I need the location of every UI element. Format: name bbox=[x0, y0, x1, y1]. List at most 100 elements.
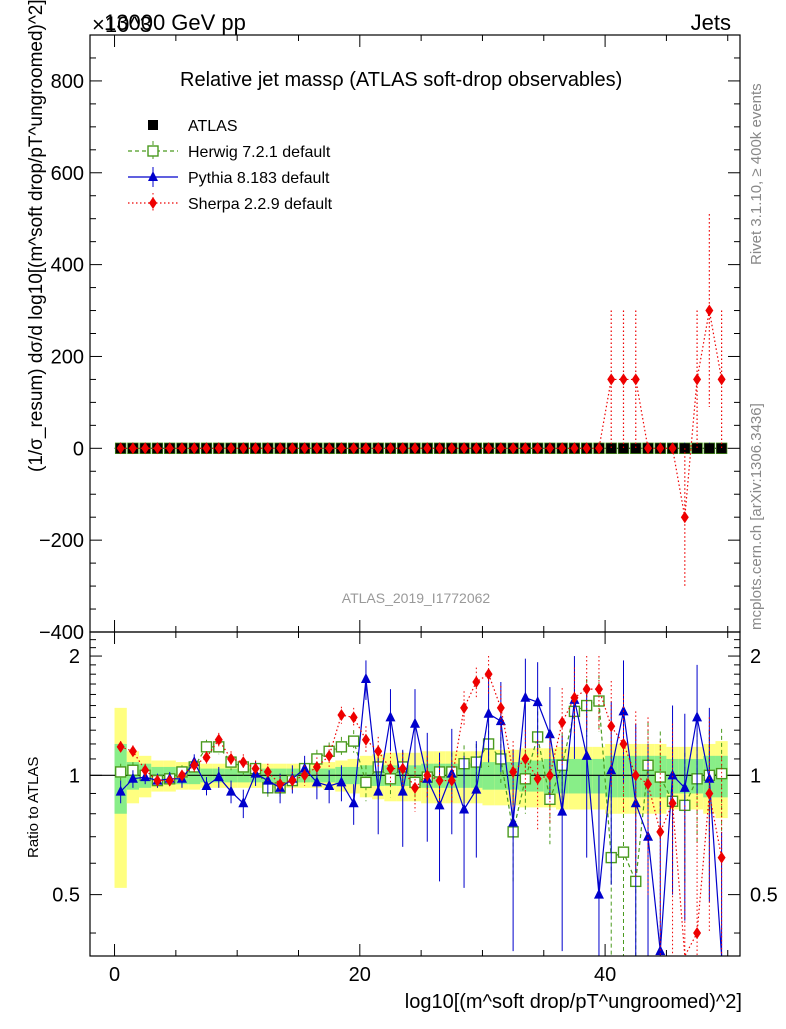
main-title: Relative jet massρ (ATLAS soft-drop obse… bbox=[180, 69, 622, 91]
ratio-point bbox=[447, 774, 456, 787]
ratio-point bbox=[570, 691, 579, 704]
data-marks bbox=[90, 214, 740, 959]
sherpa-point bbox=[374, 442, 383, 455]
ratio-point bbox=[251, 762, 260, 775]
sherpa-point bbox=[227, 442, 236, 455]
ratio-y-tick-label: 2 bbox=[750, 646, 761, 668]
ratio-point bbox=[558, 716, 567, 729]
ratio-point bbox=[533, 772, 542, 785]
main-y-tick-label: 200 bbox=[51, 346, 84, 368]
atlas-point bbox=[704, 443, 715, 454]
sherpa-point bbox=[619, 373, 628, 386]
ratio-point bbox=[495, 715, 506, 726]
ratio-y-tick-label: 2 bbox=[69, 646, 80, 668]
sherpa-point bbox=[668, 442, 677, 455]
ratio-point bbox=[360, 776, 372, 789]
ratio-y-tick-label: 0.5 bbox=[750, 885, 778, 907]
ratio-point bbox=[460, 701, 469, 714]
sherpa-point bbox=[435, 442, 444, 455]
ratio-point bbox=[276, 778, 285, 791]
legend-marker bbox=[148, 171, 158, 181]
ratio-point bbox=[299, 762, 310, 773]
atlas-point bbox=[618, 443, 629, 454]
uncertainty-band-inner bbox=[568, 758, 581, 794]
ratio-point bbox=[312, 760, 321, 773]
main-y-tick-label: 400 bbox=[51, 255, 84, 277]
sherpa-point bbox=[190, 442, 199, 455]
ratio-point bbox=[644, 778, 653, 791]
sherpa-point bbox=[263, 442, 272, 455]
ratio-point bbox=[544, 728, 555, 739]
mcplots-label: mcplots.cern.ch [arXiv:1306.3436] bbox=[748, 403, 765, 630]
ratio-point bbox=[153, 774, 162, 787]
ratio-point bbox=[300, 769, 309, 782]
sherpa-point bbox=[717, 373, 726, 386]
sherpa-point bbox=[693, 373, 702, 386]
ratio-point bbox=[127, 772, 138, 783]
main-y-tick-label: 800 bbox=[51, 71, 84, 93]
ratio-point bbox=[213, 771, 224, 782]
sherpa-point bbox=[582, 442, 591, 455]
legend-label: Herwig 7.2.1 default bbox=[188, 144, 331, 161]
sherpa-point bbox=[411, 442, 419, 455]
sherpa-point bbox=[128, 442, 137, 455]
process-label: Jets bbox=[691, 10, 731, 35]
ratio-point bbox=[521, 752, 530, 765]
sherpa-point bbox=[705, 304, 714, 317]
legend-marker bbox=[147, 145, 159, 157]
ratio-point bbox=[423, 769, 432, 782]
sherpa-point bbox=[460, 442, 469, 455]
ratio-point bbox=[114, 766, 127, 778]
main-y-tick-label: −400 bbox=[39, 622, 84, 644]
ratio-point bbox=[679, 781, 690, 792]
sherpa-point bbox=[202, 442, 211, 455]
sherpa-point bbox=[398, 442, 407, 455]
main-y-tick-label: 600 bbox=[51, 163, 84, 185]
ratio-point bbox=[374, 745, 383, 758]
ratio-point bbox=[397, 785, 408, 796]
ratio-point bbox=[384, 773, 397, 785]
ratio-point bbox=[202, 751, 211, 764]
ratio-point bbox=[668, 797, 677, 810]
ratio-point bbox=[667, 769, 678, 780]
ratio-point bbox=[347, 735, 360, 747]
ratio-point bbox=[116, 740, 125, 753]
ratio-point bbox=[201, 779, 212, 790]
ratio-point bbox=[190, 759, 199, 772]
ratio-point bbox=[459, 803, 470, 814]
ratio-point bbox=[557, 805, 568, 816]
ratio-point bbox=[262, 774, 273, 785]
sherpa-point bbox=[447, 442, 456, 455]
ratio-point bbox=[385, 711, 396, 722]
legend-label: Sherpa 2.2.9 default bbox=[188, 196, 333, 213]
sherpa-point bbox=[423, 442, 432, 455]
watermark: ATLAS_2019_I1772062 bbox=[342, 590, 491, 606]
rivet-label: Rivet 3.1.10, ≥ 400k events bbox=[748, 83, 765, 265]
ratio-point bbox=[705, 787, 714, 800]
ratio-point bbox=[618, 705, 629, 716]
ratio-point bbox=[520, 691, 531, 702]
ratio-point bbox=[360, 673, 371, 684]
ratio-point bbox=[508, 816, 519, 827]
ratio-point bbox=[594, 683, 603, 696]
main-y-axis-label: (1/σ_resum) dσ/d log10[(m^soft drop/pT^u… bbox=[26, 0, 47, 472]
ratio-point bbox=[631, 769, 640, 782]
ratio-y-tick-label: 1 bbox=[69, 765, 80, 787]
ratio-point bbox=[435, 774, 444, 787]
ratio-point bbox=[325, 749, 334, 762]
ratio-point bbox=[386, 762, 395, 775]
ratio-point bbox=[288, 774, 297, 787]
ratio-y-tick-label: 0.5 bbox=[52, 885, 80, 907]
energy-label: 13000 GeV pp bbox=[104, 10, 246, 35]
sherpa-point bbox=[349, 442, 358, 455]
main-y-tick-label: −200 bbox=[39, 530, 84, 552]
ratio-x-tick-label: 0 bbox=[109, 964, 120, 986]
ratio-point bbox=[643, 830, 654, 841]
sherpa-point bbox=[276, 442, 285, 455]
legend-label: ATLAS bbox=[188, 118, 238, 135]
ratio-point bbox=[532, 696, 543, 707]
ratio-point bbox=[582, 683, 591, 696]
ratio-point bbox=[484, 668, 493, 681]
sherpa-point bbox=[116, 442, 125, 455]
